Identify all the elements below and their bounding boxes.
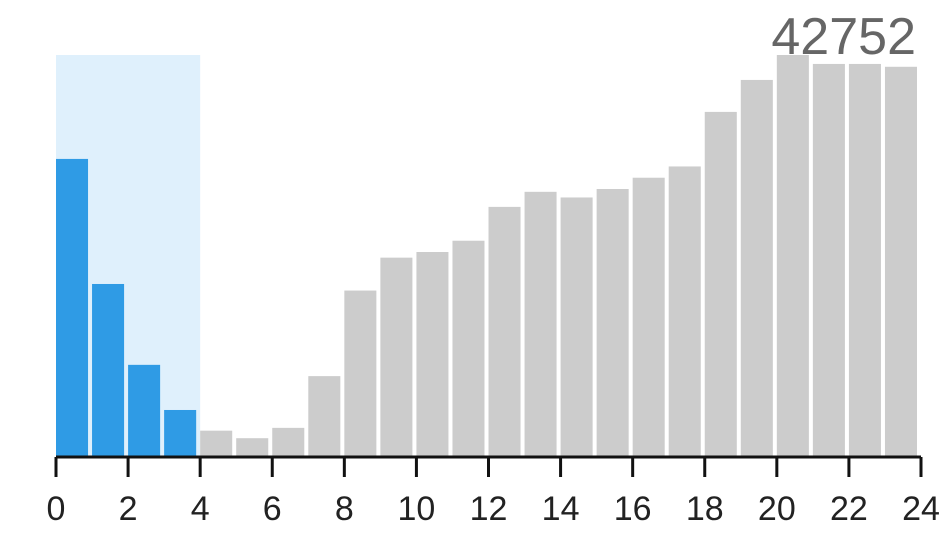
x-tick-label-12: 24 (902, 490, 940, 528)
histogram-bar-16[interactable] (632, 177, 665, 457)
x-tick-label-2: 4 (191, 490, 210, 528)
histogram-bar-21[interactable] (812, 63, 845, 457)
histogram-bar-13[interactable] (524, 191, 557, 457)
x-tick-label-5: 10 (398, 490, 436, 528)
histogram-bar-6[interactable] (272, 427, 305, 457)
histogram-bar-2[interactable] (128, 364, 161, 457)
x-tick-label-10: 20 (758, 490, 796, 528)
x-tick-label-9: 18 (686, 490, 724, 528)
histogram-bar-5[interactable] (236, 438, 269, 457)
histogram-bar-9[interactable] (380, 257, 413, 457)
histogram-bar-8[interactable] (344, 290, 377, 457)
histogram-bar-23[interactable] (884, 66, 917, 457)
x-axis: 0 2 4 6 8 10 12 14 16 18 20 22 24 (47, 455, 940, 528)
histogram-bar-7[interactable] (308, 376, 341, 457)
histogram-bar-15[interactable] (596, 189, 629, 457)
histogram-bar-4[interactable] (200, 430, 233, 457)
histogram-bar-22[interactable] (848, 63, 881, 457)
x-tick-label-0: 0 (47, 490, 66, 528)
bars-layer (56, 55, 917, 458)
max-value-label: 42752 (771, 8, 916, 66)
histogram-bar-18[interactable] (704, 111, 737, 457)
histogram-bar-17[interactable] (668, 166, 701, 457)
histogram-bar-11[interactable] (452, 240, 485, 457)
histogram-bar-0[interactable] (56, 158, 89, 457)
x-tick-label-4: 8 (335, 490, 354, 528)
histogram-bar-1[interactable] (92, 283, 125, 457)
x-tick-label-6: 12 (470, 490, 508, 528)
histogram-bar-10[interactable] (416, 252, 449, 457)
histogram-bar-14[interactable] (560, 197, 593, 458)
x-tick-label-8: 16 (614, 490, 652, 528)
x-tick-label-7: 14 (542, 490, 580, 528)
x-tick-label-11: 22 (830, 490, 868, 528)
histogram-bar-12[interactable] (488, 206, 521, 457)
histogram-bar-19[interactable] (740, 79, 773, 457)
histogram-bar-20[interactable] (776, 55, 809, 457)
histogram-bar-3[interactable] (164, 409, 197, 457)
x-tick-label-1: 2 (119, 490, 138, 528)
x-tick-label-3: 6 (263, 490, 282, 528)
